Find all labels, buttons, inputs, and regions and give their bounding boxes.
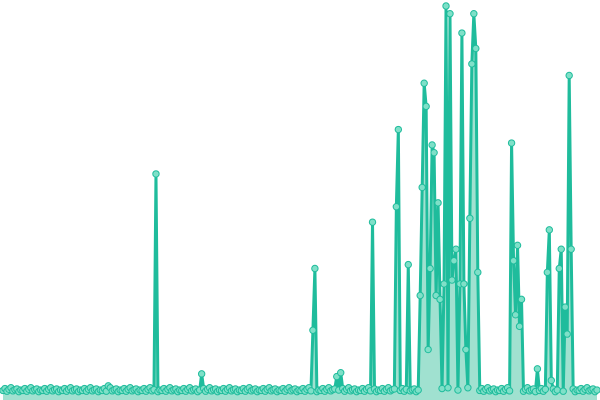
data-point-219[interactable]: [434, 199, 442, 207]
data-point-155[interactable]: [307, 387, 315, 395]
data-point-283[interactable]: [561, 303, 569, 311]
data-point-227[interactable]: [450, 257, 458, 265]
data-point-257[interactable]: [509, 257, 518, 265]
data-point-157[interactable]: [311, 264, 319, 273]
data-point-299[interactable]: [593, 386, 600, 394]
data-point-238[interactable]: [472, 44, 480, 53]
data-point-275[interactable]: [545, 226, 554, 234]
data-point-221[interactable]: [438, 384, 446, 393]
data-point-210[interactable]: [416, 291, 424, 300]
data-point-284[interactable]: [563, 330, 571, 338]
data-point-215[interactable]: [426, 264, 434, 273]
data-point-231[interactable]: [458, 29, 466, 37]
data-point-186[interactable]: [368, 218, 377, 226]
data-point-156[interactable]: [309, 326, 317, 334]
data-point-259[interactable]: [513, 241, 522, 250]
series-line: [1, 4, 598, 394]
data-point-170[interactable]: [337, 369, 345, 377]
data-point-286[interactable]: [567, 245, 575, 253]
data-point-256[interactable]: [507, 139, 516, 147]
data-point-285[interactable]: [565, 71, 573, 80]
data-point-233[interactable]: [462, 345, 470, 354]
data-point-261[interactable]: [517, 295, 526, 304]
data-point-234[interactable]: [464, 384, 472, 392]
data-point-258[interactable]: [511, 311, 520, 319]
data-point-217[interactable]: [430, 148, 438, 157]
data-point-223[interactable]: [442, 2, 450, 10]
data-point-280[interactable]: [555, 264, 563, 273]
data-point-255[interactable]: [505, 387, 514, 395]
data-point-225[interactable]: [446, 10, 454, 18]
data-point-282[interactable]: [559, 387, 567, 395]
line-layer: [1, 4, 598, 394]
data-point-77[interactable]: [152, 170, 160, 178]
data-point-220[interactable]: [436, 295, 444, 304]
data-point-269[interactable]: [533, 365, 542, 373]
data-point-274[interactable]: [543, 268, 552, 277]
series-area: [3, 6, 597, 400]
data-point-229[interactable]: [454, 386, 462, 394]
data-point-236[interactable]: [468, 60, 476, 68]
data-point-197[interactable]: [390, 385, 399, 393]
data-point-224[interactable]: [444, 384, 452, 392]
data-point-100[interactable]: [197, 370, 206, 378]
data-point-222[interactable]: [440, 280, 448, 288]
data-point-204[interactable]: [404, 260, 412, 269]
data-point-239[interactable]: [474, 268, 482, 277]
data-point-199[interactable]: [394, 125, 403, 134]
data-point-209[interactable]: [414, 386, 422, 394]
data-point-260[interactable]: [515, 322, 524, 331]
data-point-235[interactable]: [466, 214, 474, 223]
data-point-198[interactable]: [392, 203, 401, 211]
data-point-281[interactable]: [557, 245, 565, 253]
area-layer: [3, 6, 597, 400]
data-point-279[interactable]: [553, 386, 561, 394]
data-point-237[interactable]: [470, 10, 478, 18]
data-point-228[interactable]: [452, 245, 460, 253]
data-point-273[interactable]: [541, 385, 550, 393]
data-point-276[interactable]: [547, 376, 556, 385]
data-point-211[interactable]: [418, 183, 426, 192]
data-point-214[interactable]: [424, 345, 432, 354]
data-point-232[interactable]: [460, 280, 468, 288]
data-point-226[interactable]: [448, 276, 456, 284]
data-point-212[interactable]: [420, 79, 428, 87]
data-point-213[interactable]: [422, 102, 430, 111]
data-point-216[interactable]: [428, 141, 436, 149]
